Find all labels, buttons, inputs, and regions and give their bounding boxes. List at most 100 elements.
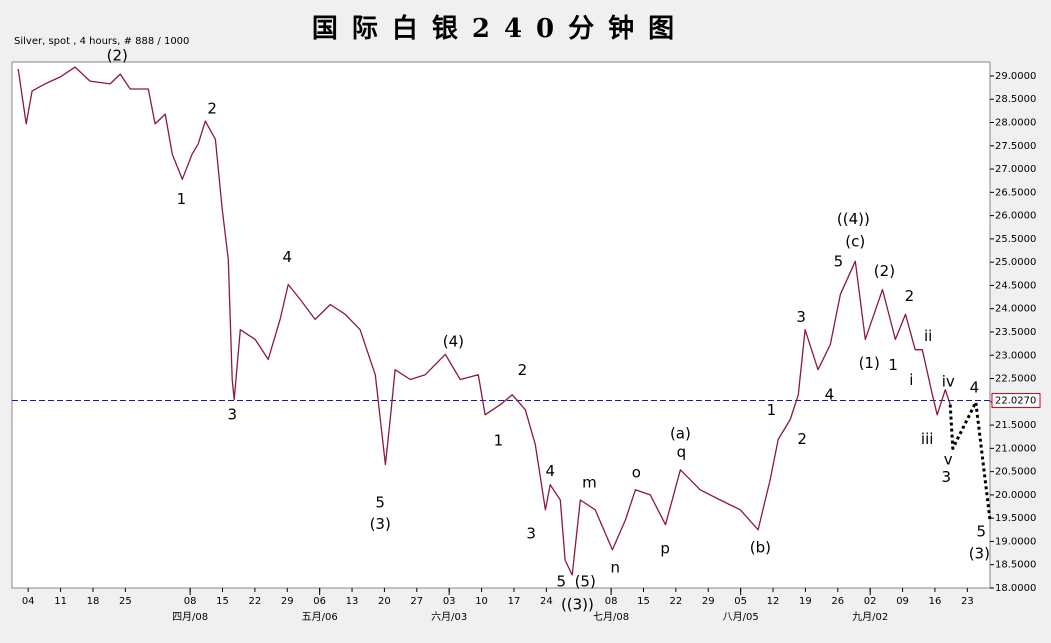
x-tick-label: 26 — [831, 596, 844, 607]
x-tick-label: 19 — [799, 596, 812, 607]
y-tick-label: 29.0000 — [995, 71, 1036, 82]
wave-label: i — [909, 371, 913, 389]
wave-label: 5 — [556, 572, 566, 590]
y-tick-label: 27.0000 — [995, 164, 1036, 175]
y-tick-label: 18.0000 — [995, 583, 1036, 594]
price-label: 22.0270 — [995, 396, 1036, 407]
wave-label: (2) — [874, 262, 895, 280]
y-tick-label: 21.0000 — [995, 443, 1036, 454]
wave-label: (a) — [670, 424, 691, 442]
y-tick-label: 23.0000 — [995, 350, 1036, 361]
wave-label: (3) — [969, 545, 990, 563]
wave-label: 2 — [905, 287, 915, 305]
y-tick-label: 28.5000 — [995, 94, 1036, 105]
wave-label: 4 — [282, 248, 292, 266]
wave-label: 3 — [526, 525, 536, 543]
wave-label: 3 — [942, 468, 952, 486]
wave-label: 5 — [834, 253, 844, 271]
x-tick-label: 02 — [864, 596, 877, 607]
x-tick-label: 12 — [767, 596, 780, 607]
x-tick-label: 04 — [22, 596, 35, 607]
month-label: 四月/08 — [172, 611, 208, 623]
wave-label: o — [632, 464, 641, 482]
wave-label: 4 — [970, 378, 980, 396]
chart-title: 国际白银240分钟图 — [312, 13, 688, 44]
wave-label: 5 — [976, 523, 986, 541]
y-tick-label: 21.5000 — [995, 420, 1036, 431]
x-tick-label: 06 — [313, 596, 326, 607]
wave-label: n — [611, 558, 621, 576]
y-tick-label: 25.0000 — [995, 257, 1036, 268]
month-label: 七月/08 — [593, 611, 629, 623]
wave-label: 2 — [207, 100, 217, 118]
y-tick-label: 18.5000 — [995, 560, 1036, 571]
wave-label: v — [944, 450, 953, 468]
wave-label: p — [660, 539, 670, 557]
y-tick-label: 24.0000 — [995, 304, 1036, 315]
x-tick-label: 22 — [670, 596, 683, 607]
x-tick-label: 09 — [896, 596, 909, 607]
x-tick-label: 22 — [249, 596, 262, 607]
price-line — [17, 66, 951, 576]
wave-label: 1 — [767, 401, 777, 419]
wave-label: 2 — [518, 361, 528, 379]
x-tick-label: 10 — [475, 596, 488, 607]
y-tick-label: 27.5000 — [995, 141, 1036, 152]
month-label: 八月/05 — [723, 611, 759, 623]
wave-label: 5 — [375, 493, 385, 511]
chart-subtitle: Silver, spot , 4 hours, # 888 / 1000 — [14, 36, 189, 47]
y-tick-label: 20.0000 — [995, 490, 1036, 501]
wave-label: 1 — [177, 190, 187, 208]
wave-label: 4 — [545, 462, 555, 480]
y-tick-label: 26.5000 — [995, 187, 1036, 198]
price-label-box — [991, 393, 1041, 409]
wave-label: 1 — [888, 356, 898, 374]
x-tick-label: 29 — [281, 596, 294, 607]
y-tick-label: 23.5000 — [995, 327, 1036, 338]
x-tick-label: 11 — [54, 596, 67, 607]
x-tick-label: 08 — [605, 596, 618, 607]
wave-label: (c) — [845, 233, 865, 251]
wave-label: ((4)) — [837, 210, 870, 228]
wave-label: ii — [924, 327, 932, 345]
x-tick-label: 05 — [734, 596, 747, 607]
y-tick-label: 26.0000 — [995, 211, 1036, 222]
wave-label: q — [677, 443, 687, 461]
wave-label: 3 — [227, 405, 237, 423]
y-tick-label: 25.5000 — [995, 234, 1036, 245]
wave-label: 4 — [825, 385, 835, 403]
x-tick-label: 20 — [378, 596, 391, 607]
wave-label: (1) — [859, 354, 880, 372]
x-tick-label: 24 — [540, 596, 553, 607]
x-tick-label: 13 — [346, 596, 359, 607]
x-tick-label: 15 — [637, 596, 650, 607]
wave-label: iv — [942, 372, 955, 390]
y-tick-label: 24.5000 — [995, 280, 1036, 291]
x-tick-label: 16 — [929, 596, 942, 607]
month-label: 九月/02 — [852, 611, 888, 623]
y-tick-label: 19.5000 — [995, 513, 1036, 524]
month-label: 五月/06 — [302, 611, 338, 623]
wave-label: 2 — [797, 430, 807, 448]
wave-label: (4) — [443, 332, 464, 350]
wave-label: (3) — [370, 515, 391, 533]
x-tick-label: 29 — [702, 596, 715, 607]
wave-label: ((3)) — [561, 596, 594, 614]
x-tick-label: 18 — [87, 596, 100, 607]
wave-label: (2) — [107, 46, 128, 64]
y-tick-label: 22.5000 — [995, 374, 1036, 385]
x-tick-label: 15 — [216, 596, 229, 607]
wave-label: iii — [921, 430, 934, 448]
month-label: 六月/03 — [431, 611, 467, 623]
x-tick-label: 25 — [119, 596, 132, 607]
x-tick-label: 03 — [443, 596, 456, 607]
wave-label: (5) — [575, 572, 596, 590]
wave-label: 3 — [796, 308, 806, 326]
x-tick-label: 17 — [508, 596, 521, 607]
wave-label: (b) — [750, 538, 771, 556]
plot-area — [11, 61, 991, 589]
x-tick-label: 08 — [184, 596, 197, 607]
wave-label: 1 — [494, 431, 504, 449]
wave-label: m — [582, 473, 597, 491]
